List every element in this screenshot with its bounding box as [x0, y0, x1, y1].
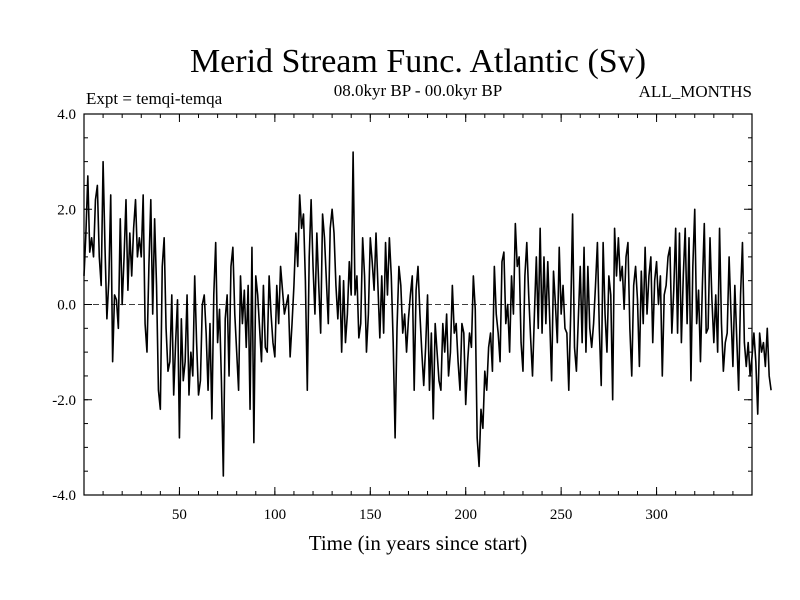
- x-tick-label: 150: [359, 507, 382, 523]
- experiment-label: Expt = temqi-temqa: [86, 89, 223, 108]
- x-tick-label: 100: [264, 507, 287, 523]
- series-line: [83, 151, 772, 477]
- y-tick-label: -4.0: [52, 488, 76, 504]
- chart-title: Merid Stream Func. Atlantic (Sv): [190, 43, 646, 80]
- x-axis-label: Time (in years since start): [309, 531, 528, 555]
- y-axis: -4.0 -2.0 0.0 2.0 4.0: [52, 107, 752, 504]
- y-tick-label: 4.0: [57, 107, 76, 123]
- x-tick-label: 50: [172, 507, 187, 523]
- y-tick-label: -2.0: [52, 393, 76, 409]
- x-tick-label: 250: [550, 507, 573, 523]
- time-range-label: 08.0kyr BP - 00.0kyr BP: [334, 81, 502, 100]
- y-tick-label: 0.0: [57, 298, 76, 314]
- y-tick-label: 2.0: [57, 202, 76, 218]
- months-label: ALL_MONTHS: [639, 82, 752, 101]
- x-axis: 50 100 150 200 250 300: [102, 114, 734, 523]
- x-tick-label: 300: [645, 507, 668, 523]
- x-tick-label: 200: [454, 507, 477, 523]
